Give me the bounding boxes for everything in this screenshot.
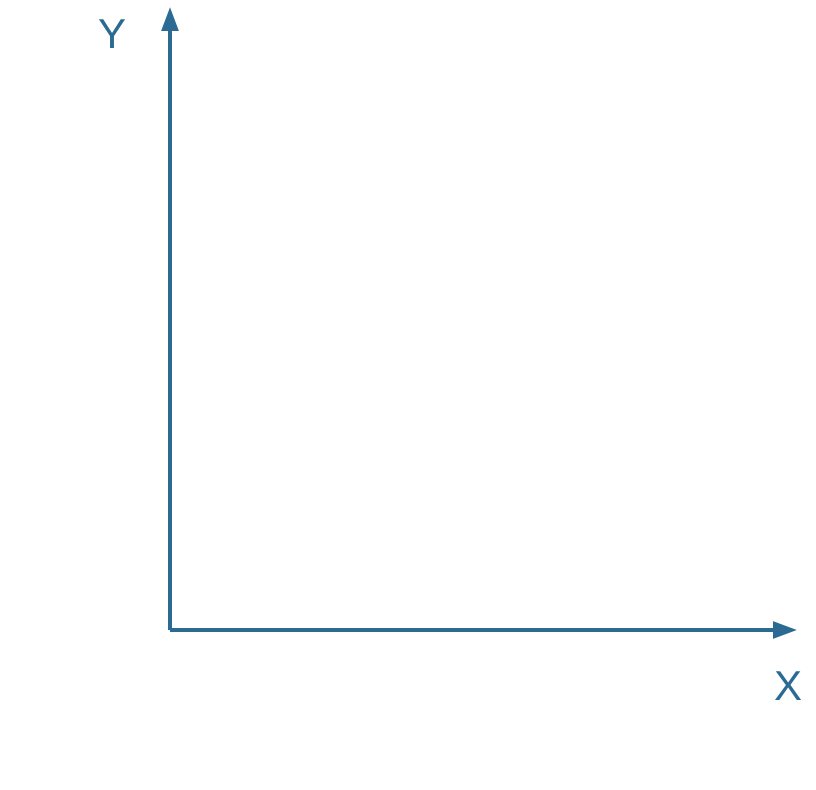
xy-axis-diagram: X Y [0, 0, 816, 790]
y-axis-label: Y [98, 10, 126, 57]
x-axis-label: X [774, 662, 802, 709]
